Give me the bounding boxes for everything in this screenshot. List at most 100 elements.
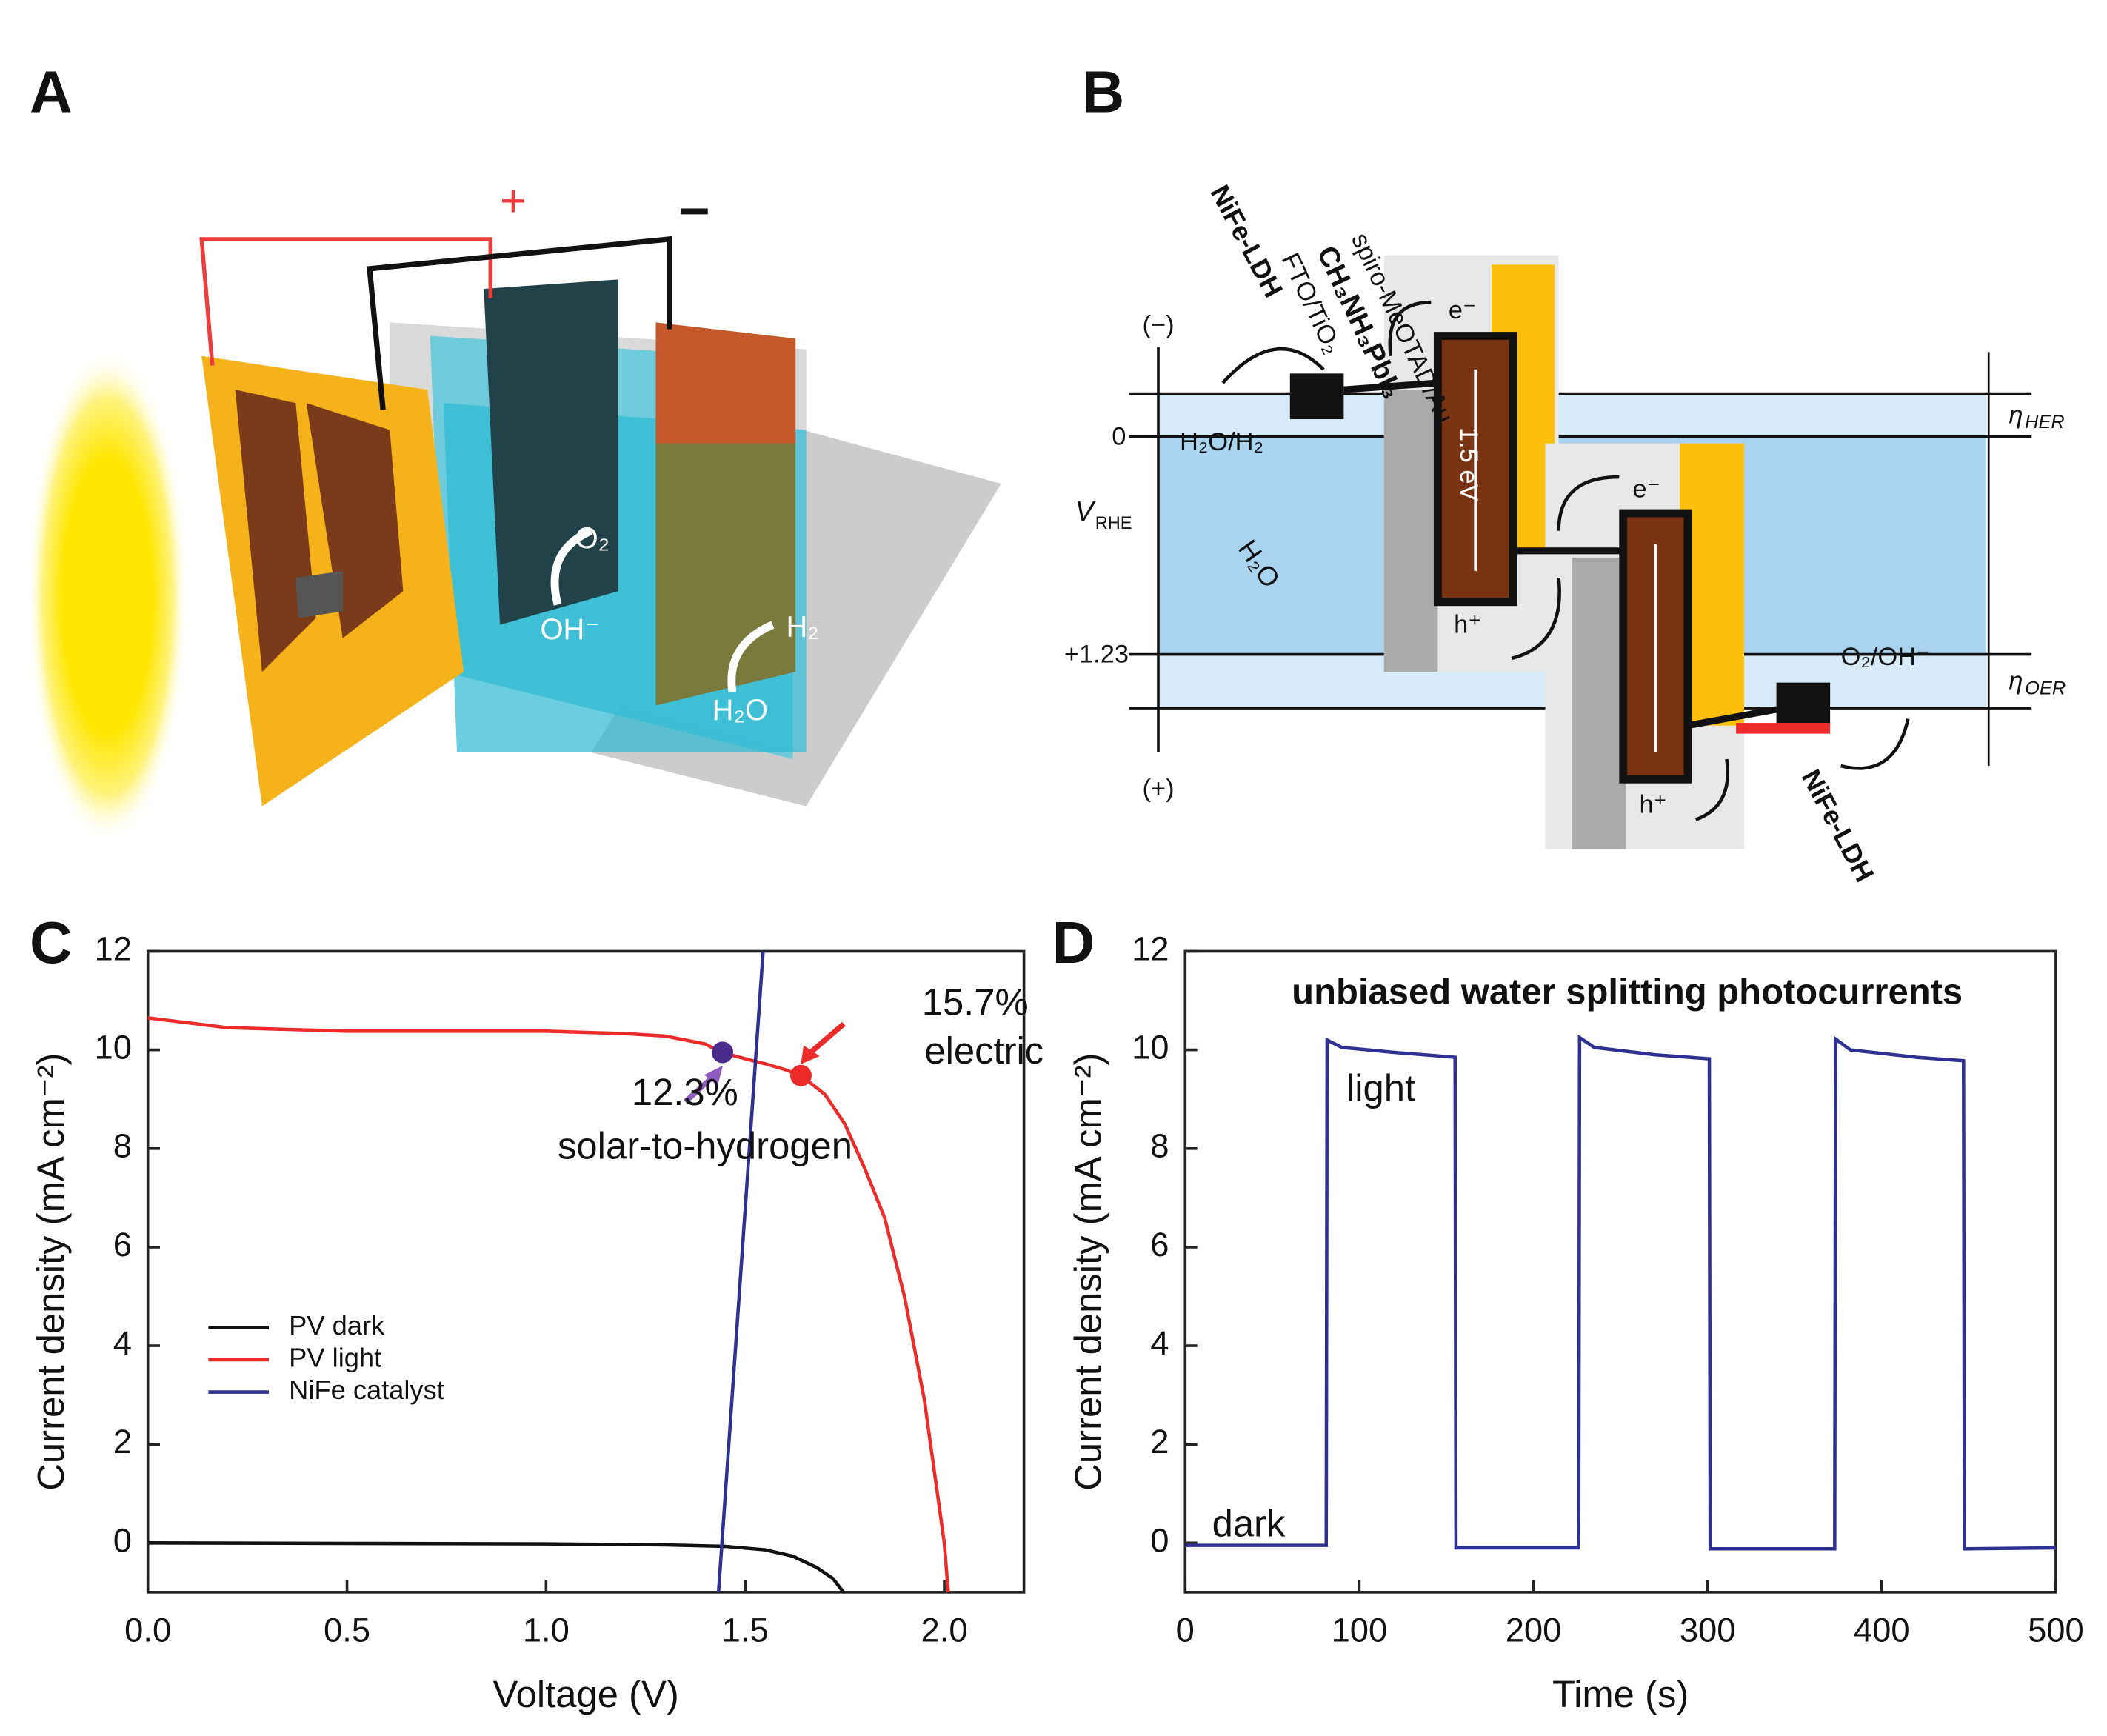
arrow (1557, 475, 1620, 531)
chart-title: unbiased water splitting photocurrents (1292, 972, 1963, 1012)
y-tick-label: 4 (113, 1324, 132, 1362)
arrow (1388, 300, 1432, 357)
x-tick-label: 2.0 (921, 1611, 968, 1649)
y-axis-label: Current density (mA cm⁻²) (30, 1053, 72, 1491)
band-gap-label: 1.5 eV (1455, 427, 1483, 501)
fto-1 (1383, 390, 1438, 672)
x-axis-label: Voltage (V) (493, 1673, 679, 1715)
line-series (148, 1018, 949, 1592)
annotation-arrow-head (704, 1065, 724, 1086)
line-series (1185, 1038, 2056, 1549)
couple-label: H₂O/H₂ (1180, 428, 1263, 456)
nife-catalyst (1776, 682, 1831, 726)
overpotential-symbol: η (2009, 667, 2023, 695)
negative-sign: − (678, 181, 709, 241)
line-series (148, 1543, 844, 1592)
arrow (727, 621, 775, 693)
overpotential-symbol: η (2009, 401, 2023, 430)
nife-catalyst (1289, 373, 1344, 420)
marker (712, 1041, 734, 1064)
axis-end-label: (−) (1142, 311, 1174, 339)
x-tick-label: 100 (1332, 1611, 1388, 1649)
axis-subscript: RHE (1095, 513, 1132, 533)
marker (789, 1064, 812, 1086)
diagram-a: + − O₂ OH⁻ H₂ H₂O (27, 176, 1001, 844)
potential-label: +1.23 (1064, 640, 1129, 668)
overpotential-subscript: HER (2025, 412, 2065, 433)
y-tick-label: 8 (113, 1127, 132, 1165)
y-tick-label: 4 (1150, 1324, 1169, 1362)
carrier-label: h⁺ (1640, 791, 1667, 819)
x-tick-label: 0.0 (124, 1611, 171, 1649)
y-tick-label: 12 (1132, 929, 1169, 967)
annotation-arrow (804, 1021, 846, 1058)
annotation: light (1346, 1067, 1415, 1109)
x-tick-label: 500 (2028, 1611, 2084, 1649)
sun (27, 350, 188, 844)
x-tick-label: 1.0 (523, 1611, 570, 1649)
carrier-label: e⁻ (1632, 475, 1660, 503)
x-tick-label: 200 (1506, 1611, 1562, 1649)
carrier-label: h⁺ (1454, 611, 1481, 639)
label-oh: OH⁻ (540, 613, 600, 646)
axis-end-label: (+) (1142, 775, 1174, 803)
x-tick-label: 0.5 (324, 1611, 370, 1649)
fto-2 (1572, 557, 1626, 849)
catalyst-label: NiFe-LDH (1205, 180, 1289, 302)
potential-label: 0 (1112, 423, 1126, 451)
plot-frame (146, 949, 1026, 1594)
axis-symbol: V (1075, 496, 1097, 527)
carrier-label: e⁻ (1449, 296, 1476, 324)
y-tick-label: 10 (1132, 1029, 1169, 1066)
x-tick-label: 0 (1176, 1611, 1195, 1649)
plot-frame (1183, 949, 2057, 1594)
y-tick-label: 2 (1150, 1423, 1169, 1460)
arrow (550, 527, 593, 606)
legend-label: PV light (289, 1343, 381, 1373)
contact (1687, 706, 1777, 730)
y-tick-label: 0 (113, 1521, 132, 1559)
line-series (718, 951, 763, 1592)
wire-negative (367, 236, 672, 410)
pv-cell (306, 403, 404, 638)
annotation: solar-to-hydrogen (558, 1125, 852, 1167)
panel-label: D (1052, 909, 1095, 975)
couple-label: O₂/OH⁻ (1841, 643, 1930, 671)
y-tick-label: 2 (113, 1423, 132, 1460)
anode (484, 279, 618, 625)
annotation-arrow-head (801, 1045, 820, 1064)
x-tick-label: 300 (1680, 1611, 1736, 1649)
legend-label: NiFe catalyst (289, 1375, 444, 1405)
x-axis-label: Time (s) (1552, 1673, 1689, 1715)
annotation: dark (1212, 1502, 1286, 1544)
cathode-top (655, 322, 796, 444)
y-tick-label: 6 (1150, 1226, 1169, 1263)
y-tick-label: 6 (113, 1226, 132, 1263)
diagram-b: spiro-MeOTAD/Au CH₃NH₃PbI₃ FTO/TiO₂ NiFe… (1064, 180, 2066, 887)
arrow (1511, 577, 1561, 661)
panel-label: B (1082, 59, 1125, 125)
panel-label: C (30, 909, 73, 975)
x-tick-label: 1.5 (722, 1611, 769, 1649)
label-h2o: H₂O (712, 694, 768, 727)
positive-sign: + (500, 176, 527, 227)
x-tick-label: 400 (1854, 1611, 1910, 1649)
legend-label: PV dark (289, 1310, 385, 1341)
arrow (1221, 347, 1325, 384)
label-h2: H₂ (786, 611, 818, 644)
annotation: 15.7% (922, 981, 1029, 1023)
y-tick-label: 0 (1150, 1521, 1169, 1559)
arrow (1840, 718, 1910, 770)
contact (1343, 379, 1438, 393)
pv-cell (235, 390, 316, 672)
nife-layer (1736, 723, 1831, 734)
wire-positive (199, 237, 493, 366)
y-tick-label: 10 (94, 1029, 131, 1066)
overpotential-subscript: OER (2025, 678, 2066, 698)
annotation: electric (924, 1029, 1044, 1072)
y-axis-label: Current density (mA cm⁻²) (1067, 1053, 1109, 1491)
y-tick-label: 12 (94, 929, 131, 967)
catalyst-label: NiFe-LDH (1796, 764, 1880, 887)
annotation: 12.3% (632, 1071, 738, 1113)
